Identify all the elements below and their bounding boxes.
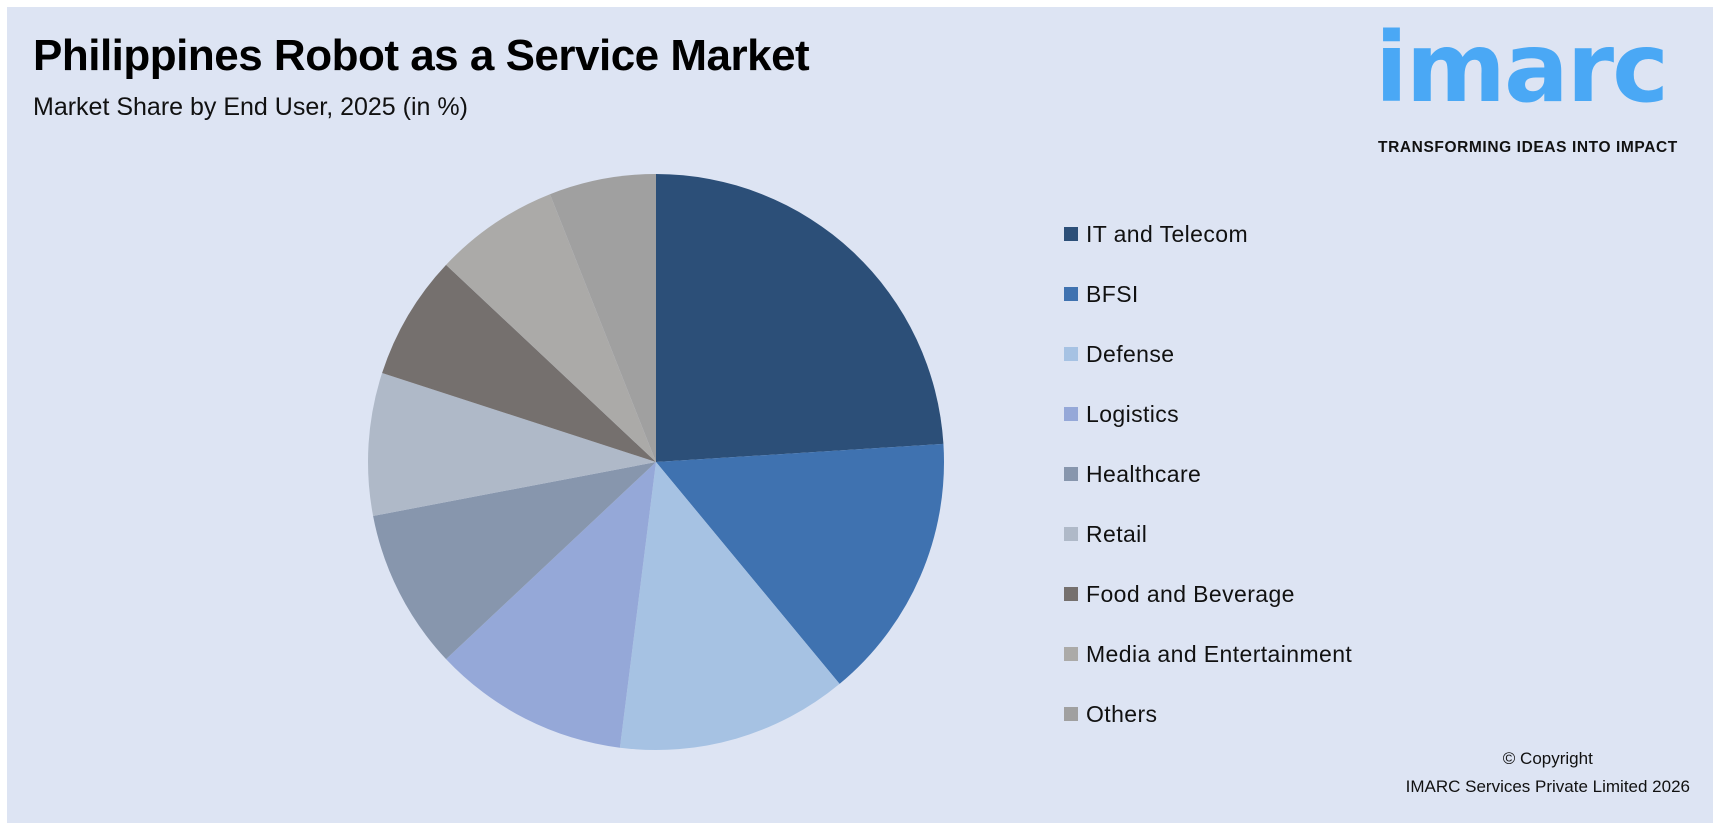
legend-item: IT and Telecom <box>1064 204 1352 264</box>
pie-slice <box>446 194 656 462</box>
legend-swatch <box>1064 347 1078 361</box>
pie-slice <box>367 373 656 516</box>
pie-slice <box>549 174 656 462</box>
legend-label: BFSI <box>1086 280 1139 307</box>
pie-slice <box>382 264 656 462</box>
legend-swatch <box>1064 467 1078 481</box>
legend-label: Food and Beverage <box>1086 580 1295 607</box>
legend: IT and Telecom BFSI Defense Logistics Health… <box>1064 204 1352 744</box>
pie-slice <box>619 462 840 750</box>
chart-title: Philippines Robot as a Service Market <box>33 31 810 80</box>
pie-slice <box>656 174 944 462</box>
legend-item: Retail <box>1064 504 1352 564</box>
pie-slice <box>373 462 656 660</box>
legend-swatch <box>1064 587 1078 601</box>
legend-item: Media and Entertainment <box>1064 624 1352 684</box>
imarc-logo: imarc TRANSFORMING IDEAS INTO IMPACT <box>1375 20 1705 170</box>
legend-label: IT and Telecom <box>1086 220 1249 247</box>
legend-label: Retail <box>1086 520 1148 547</box>
copyright-label: © Copyright <box>1502 749 1593 768</box>
legend-swatch <box>1064 407 1078 421</box>
pie-slice <box>446 462 656 748</box>
copyright: © Copyright IMARC Services Private Limit… <box>1406 745 1690 801</box>
chart-subtitle: Market Share by End User, 2025 (in %) <box>33 93 468 121</box>
legend-swatch <box>1064 287 1078 301</box>
pie-slice <box>656 443 944 684</box>
legend-item: Defense <box>1064 324 1352 384</box>
legend-item: Logistics <box>1064 384 1352 444</box>
legend-label: Logistics <box>1086 400 1180 427</box>
legend-item: Food and Beverage <box>1064 564 1352 624</box>
legend-label: Others <box>1086 700 1158 727</box>
legend-label: Defense <box>1086 340 1175 367</box>
legend-item: Others <box>1064 684 1352 744</box>
legend-item: BFSI <box>1064 264 1352 324</box>
legend-swatch <box>1064 527 1078 541</box>
legend-label: Healthcare <box>1086 460 1202 487</box>
copyright-company: IMARC Services Private Limited 2026 <box>1405 777 1690 796</box>
legend-label: Media and Entertainment <box>1086 640 1353 667</box>
legend-swatch <box>1064 647 1078 661</box>
logo-wordmark: imarc <box>1375 12 1669 124</box>
legend-swatch <box>1064 227 1078 241</box>
legend-swatch <box>1064 707 1078 721</box>
logo-tagline: TRANSFORMING IDEAS INTO IMPACT <box>1378 139 1678 156</box>
legend-item: Healthcare <box>1064 444 1352 504</box>
